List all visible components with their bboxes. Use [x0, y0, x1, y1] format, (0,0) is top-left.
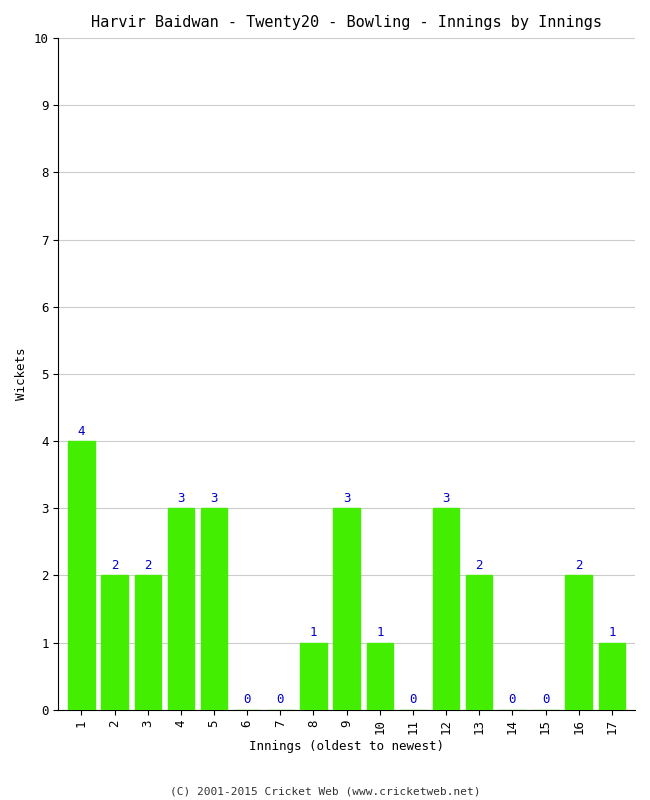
Text: 1: 1: [608, 626, 616, 639]
Text: 3: 3: [343, 492, 350, 505]
Bar: [300, 642, 327, 710]
Text: 1: 1: [376, 626, 384, 639]
Y-axis label: Wickets: Wickets: [15, 348, 28, 400]
Text: 1: 1: [310, 626, 317, 639]
Text: 0: 0: [410, 694, 417, 706]
Bar: [168, 508, 194, 710]
Bar: [101, 575, 128, 710]
Bar: [367, 642, 393, 710]
Text: 2: 2: [575, 559, 582, 572]
Text: 3: 3: [177, 492, 185, 505]
Text: 0: 0: [541, 694, 549, 706]
Bar: [433, 508, 460, 710]
Text: 3: 3: [442, 492, 450, 505]
Text: 2: 2: [144, 559, 151, 572]
Bar: [68, 441, 95, 710]
X-axis label: Innings (oldest to newest): Innings (oldest to newest): [249, 740, 444, 753]
Text: 0: 0: [244, 694, 251, 706]
Bar: [135, 575, 161, 710]
Text: 3: 3: [211, 492, 218, 505]
Bar: [566, 575, 592, 710]
Text: 4: 4: [78, 425, 85, 438]
Text: 0: 0: [277, 694, 284, 706]
Bar: [333, 508, 360, 710]
Text: 2: 2: [111, 559, 118, 572]
Bar: [466, 575, 493, 710]
Title: Harvir Baidwan - Twenty20 - Bowling - Innings by Innings: Harvir Baidwan - Twenty20 - Bowling - In…: [91, 15, 602, 30]
Text: 2: 2: [475, 559, 483, 572]
Text: 0: 0: [508, 694, 516, 706]
Bar: [599, 642, 625, 710]
Bar: [201, 508, 227, 710]
Text: (C) 2001-2015 Cricket Web (www.cricketweb.net): (C) 2001-2015 Cricket Web (www.cricketwe…: [170, 786, 480, 796]
